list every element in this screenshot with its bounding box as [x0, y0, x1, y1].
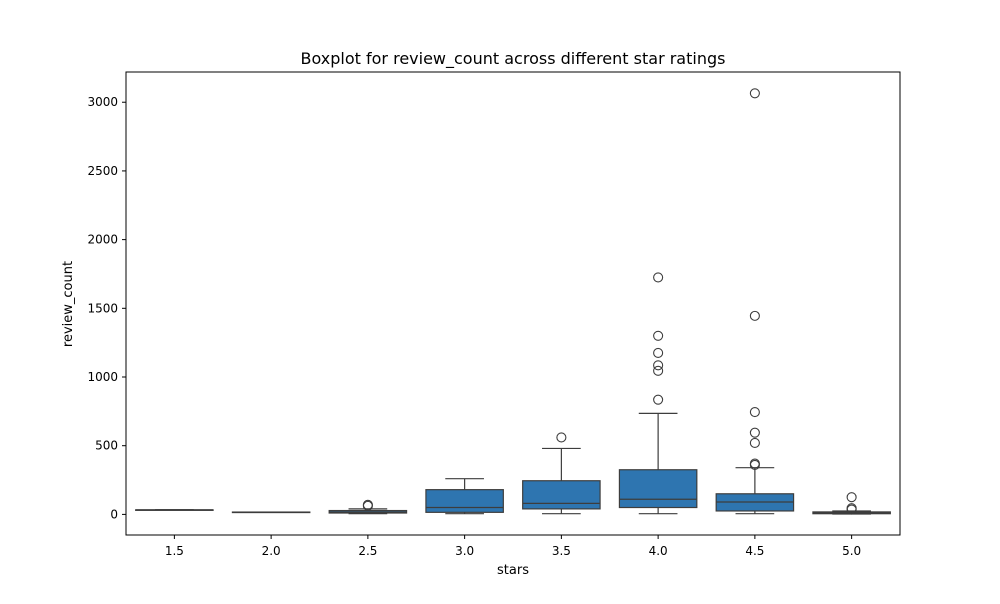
outlier-point	[846, 492, 857, 503]
box-group-3-0	[425, 478, 504, 515]
outlier-point	[846, 503, 857, 514]
outlier-point	[749, 458, 760, 469]
outlier-point	[749, 406, 760, 418]
y-tick-label: 1000	[87, 370, 118, 384]
box-group-4-0	[618, 272, 698, 515]
outlier-point	[749, 88, 760, 99]
outlier-point	[653, 394, 664, 405]
iqr-box	[618, 469, 698, 509]
y-axis-label: review_count	[61, 261, 76, 347]
outlier-point	[556, 432, 567, 443]
axes: 0 500 1000 1500 2000 2500 3000 1.5 2.0 2.5 3.0 3.5 4…	[87, 95, 861, 558]
x-tick-label: 4.0	[649, 544, 668, 558]
box-group-5-0	[812, 492, 891, 515]
outlier-point	[749, 427, 760, 438]
y-tick-label: 1500	[87, 301, 118, 315]
box-group-3-5	[522, 432, 601, 515]
y-tick-label: 0	[110, 507, 118, 521]
chart-title: Boxplot for review_count across differen…	[301, 49, 726, 69]
outlier-point	[653, 347, 664, 359]
y-tick-label: 2000	[87, 233, 118, 247]
outlier-point	[749, 310, 760, 321]
x-axis-label: stars	[497, 563, 529, 578]
box-group-1-5	[135, 509, 214, 511]
y-tick-label: 500	[95, 439, 118, 453]
iqr-box	[425, 489, 504, 513]
x-tick-label: 2.0	[262, 544, 281, 558]
x-tick-label: 2.5	[358, 544, 377, 558]
x-tick-label: 3.5	[552, 544, 571, 558]
outlier-point	[653, 272, 664, 283]
outlier-point	[653, 360, 664, 371]
box-group-4-5	[715, 88, 795, 515]
iqr-box	[522, 480, 601, 510]
box-group-2-5	[328, 499, 408, 515]
x-tick-label: 4.5	[745, 544, 764, 558]
outlier-point	[653, 365, 664, 376]
outlier-point	[749, 437, 760, 448]
outlier-point	[653, 330, 664, 341]
x-tick-label: 5.0	[842, 544, 861, 558]
box-group-2-0	[231, 511, 311, 514]
plot-area	[135, 88, 891, 515]
x-tick-label: 3.0	[455, 544, 474, 558]
y-tick-label: 3000	[87, 95, 118, 109]
outlier-point	[362, 499, 373, 510]
x-tick-label: 1.5	[165, 544, 184, 558]
plot-frame	[125, 71, 901, 536]
y-tick-label: 2500	[87, 164, 118, 178]
